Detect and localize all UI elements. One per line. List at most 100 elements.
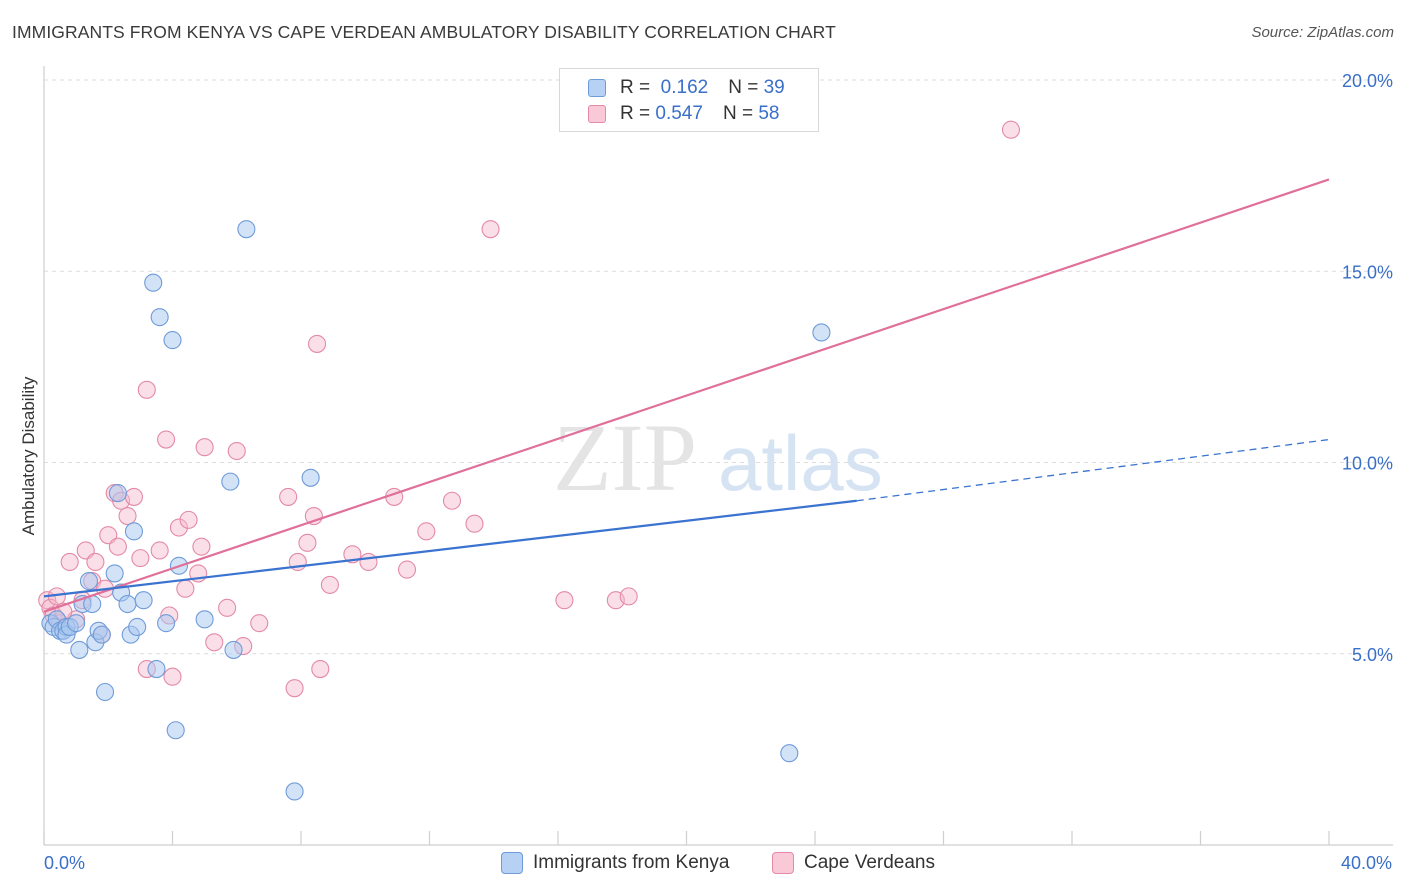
cape-verdeans-point: [108, 537, 127, 556]
kenya-point: [134, 591, 153, 610]
cape-verdeans-point: [131, 549, 150, 568]
kenya-point: [195, 610, 214, 629]
legend-n-value-cape: 58: [758, 103, 780, 124]
cape-verdeans-point: [298, 533, 317, 552]
cape-verdeans-point: [86, 552, 105, 572]
kenya-point: [124, 522, 143, 541]
trend-lines: [43, 178, 1330, 613]
legend-r-label: R =: [620, 103, 651, 124]
kenya-point: [95, 682, 115, 702]
cape-verdeans-point: [195, 438, 214, 457]
legend-row-cape: R = 0.547 N = 58: [588, 102, 779, 126]
y-tick-label: 20.0%: [1342, 71, 1393, 91]
legend-r-label: R =: [620, 77, 651, 98]
legend-n-label: N =: [728, 77, 759, 98]
cape-verdeans-point: [308, 334, 327, 353]
legend-r-value-kenya: 0.162: [660, 77, 709, 98]
cape-verdeans-trend-line: [43, 178, 1330, 613]
cape-swatch: [588, 105, 606, 123]
watermark-zip: ZIP: [553, 404, 697, 511]
kenya-legend-swatch: [501, 852, 523, 874]
cape-verdeans-point: [250, 614, 269, 633]
correlation-legend: R = 0.162 N = 39 R = 0.547 N = 58: [559, 68, 819, 132]
cape-verdeans-point: [124, 487, 143, 506]
cape-legend-swatch: [772, 852, 794, 874]
kenya-point: [166, 721, 185, 740]
cape-verdeans-point: [150, 541, 169, 560]
cape-verdeans-point: [176, 579, 195, 598]
cape-verdeans-point: [218, 598, 237, 617]
y-tick-labels: 5.0% 10.0% 15.0% 20.0%: [1342, 71, 1393, 665]
cape-verdeans-point: [619, 587, 638, 606]
cape-verdeans-point: [397, 560, 417, 579]
kenya-point: [92, 625, 111, 644]
cape-verdeans-point: [320, 575, 339, 594]
kenya-trend-extension: [856, 438, 1330, 502]
legend-label-cape: Cape Verdeans: [804, 852, 935, 873]
cape-verdeans-point: [465, 514, 484, 533]
kenya-point: [237, 220, 256, 239]
cape-verdeans-point: [192, 537, 211, 556]
kenya-point: [224, 640, 243, 659]
kenya-point: [780, 744, 799, 763]
kenya-point: [70, 640, 89, 659]
series-cape-verdeans-points: [38, 120, 1021, 698]
cape-verdeans-point: [359, 552, 378, 572]
y-axis-label: Ambulatory Disability: [19, 376, 38, 535]
kenya-point: [163, 331, 182, 350]
kenya-point: [150, 308, 169, 327]
gridlines: [44, 79, 1393, 655]
legend-n-label: N =: [722, 103, 754, 124]
watermark: ZIP atlas: [553, 404, 883, 511]
kenya-point: [147, 659, 166, 679]
y-tick-label: 15.0%: [1342, 262, 1393, 282]
cape-verdeans-point: [118, 506, 137, 526]
cape-verdeans-point: [163, 667, 182, 686]
cape-verdeans-point: [442, 491, 462, 510]
kenya-point: [105, 564, 124, 583]
cape-verdeans-point: [60, 552, 79, 572]
cape-verdeans-point: [227, 441, 246, 461]
cape-verdeans-point: [555, 591, 574, 610]
legend-n-value-kenya: 39: [763, 77, 785, 98]
kenya-swatch: [588, 79, 606, 97]
cape-verdeans-point: [279, 487, 298, 506]
kenya-point: [118, 594, 137, 614]
kenya-point: [67, 614, 86, 633]
kenya-trend-line: [43, 499, 857, 598]
cape-verdeans-point: [169, 518, 188, 537]
cape-verdeans-point: [179, 510, 198, 529]
cape-verdeans-point: [1001, 120, 1021, 139]
kenya-point: [812, 323, 831, 342]
kenya-point: [128, 617, 147, 637]
cape-verdeans-point: [481, 220, 500, 239]
kenya-point: [157, 614, 176, 633]
cape-verdeans-point: [205, 633, 224, 652]
kenya-point: [301, 468, 320, 487]
kenya-point: [221, 472, 240, 491]
legend-row-kenya: R = 0.162 N = 39: [588, 76, 785, 100]
source-label: Source: ZipAtlas.com: [1251, 24, 1394, 41]
cape-verdeans-point: [137, 380, 156, 399]
cape-verdeans-point: [285, 679, 304, 698]
legend-item-kenya: Immigrants from Kenya: [501, 850, 729, 876]
series-kenya-points: [41, 220, 831, 801]
kenya-point: [108, 484, 127, 503]
x-tick-label-max: 40.0%: [1341, 853, 1392, 873]
cape-verdeans-point: [417, 522, 436, 541]
cape-verdeans-point: [157, 430, 176, 449]
cape-verdeans-point: [311, 659, 330, 679]
y-tick-label: 5.0%: [1352, 645, 1393, 665]
kenya-point: [144, 273, 163, 292]
chart-title: IMMIGRANTS FROM KENYA VS CAPE VERDEAN AM…: [12, 22, 836, 42]
watermark-atlas: atlas: [718, 419, 883, 507]
kenya-point: [285, 782, 304, 801]
legend-item-cape: Cape Verdeans: [772, 850, 935, 876]
legend-label-kenya: Immigrants from Kenya: [533, 852, 730, 873]
axes: [43, 66, 1393, 846]
y-tick-label: 10.0%: [1342, 454, 1393, 474]
legend-r-value-cape: 0.547: [655, 103, 703, 124]
kenya-point: [79, 572, 99, 591]
x-tick-label-min: 0.0%: [44, 853, 85, 873]
